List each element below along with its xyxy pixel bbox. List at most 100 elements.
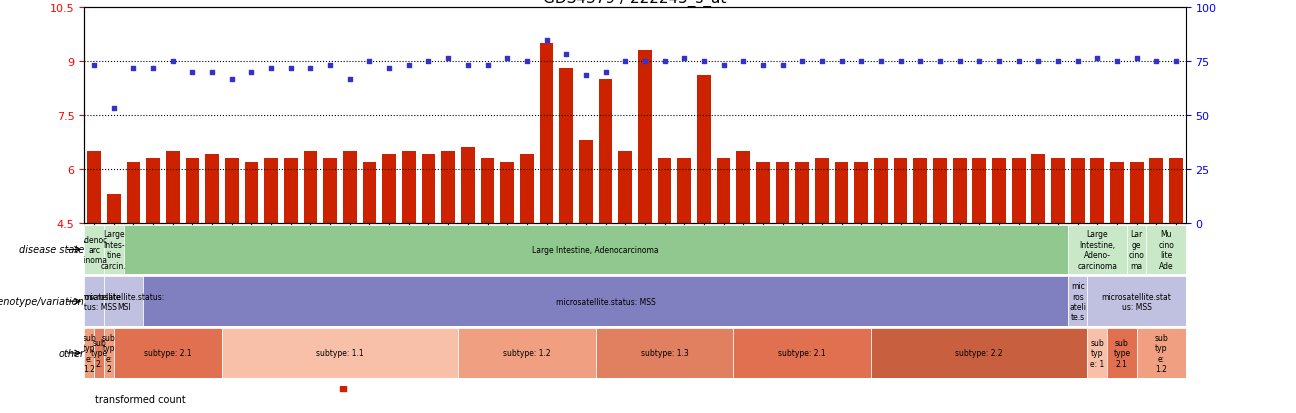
Point (713, 62, 734, 69)
FancyBboxPatch shape (1087, 328, 1107, 378)
Point (222, 76, 242, 83)
Text: sub
type
2.1: sub type 2.1 (1113, 338, 1130, 368)
Text: disease state: disease state (19, 245, 84, 255)
Bar (185, 159, 200, 223)
Bar (205, 155, 219, 223)
Point (732, 59, 753, 65)
Title: GDS4379 / 222245_s_at: GDS4379 / 222245_s_at (543, 0, 727, 7)
Bar (166, 152, 180, 223)
Point (595, 69, 616, 76)
Bar (402, 152, 416, 223)
Point (537, 37, 557, 44)
FancyBboxPatch shape (1137, 328, 1186, 378)
Point (457, 62, 478, 69)
Bar (1051, 159, 1065, 223)
Point (831, 59, 851, 65)
Point (419, 59, 439, 65)
Text: genotype/variation: genotype/variation (0, 297, 84, 306)
Point (398, 62, 419, 69)
Bar (579, 141, 592, 223)
Bar (106, 195, 121, 223)
Text: Mu
cino
lite
Ade: Mu cino lite Ade (1159, 230, 1174, 270)
Bar (303, 152, 318, 223)
Point (969, 59, 990, 65)
Bar (815, 159, 829, 223)
Point (871, 59, 892, 65)
Text: Large
Intestine,
Adeno-
carcinoma: Large Intestine, Adeno- carcinoma (1077, 230, 1117, 270)
Point (280, 66, 301, 72)
Text: subtype: 2.1: subtype: 2.1 (144, 349, 192, 358)
Point (674, 55, 695, 62)
Point (181, 69, 202, 76)
Point (1008, 59, 1029, 65)
Point (496, 55, 517, 62)
Point (333, 385, 354, 392)
Point (260, 66, 281, 72)
Point (1047, 59, 1068, 65)
Text: Large Intestine, Adenocarcinoma: Large Intestine, Adenocarcinoma (533, 245, 658, 254)
FancyBboxPatch shape (1087, 277, 1186, 326)
Bar (657, 159, 671, 223)
Bar (1111, 162, 1124, 223)
Bar (854, 162, 868, 223)
Point (202, 69, 223, 76)
Bar (87, 152, 101, 223)
Point (1028, 59, 1048, 65)
Bar (226, 159, 238, 223)
Text: subtype: 1.2: subtype: 1.2 (503, 349, 551, 358)
Point (517, 59, 538, 65)
FancyBboxPatch shape (95, 328, 104, 378)
Bar (1012, 159, 1025, 223)
Text: sub
typ
e:
1.2: sub typ e: 1.2 (82, 333, 96, 373)
Text: Adenoc
arc
cinoma: Adenoc arc cinoma (80, 235, 108, 265)
Bar (441, 152, 455, 223)
Bar (678, 159, 691, 223)
Point (320, 62, 341, 69)
Bar (1032, 155, 1045, 223)
Point (104, 105, 124, 112)
Text: Lar
ge
cino
ma: Lar ge cino ma (1129, 230, 1144, 270)
Bar (835, 162, 849, 223)
Point (1126, 55, 1147, 62)
Text: transformed count: transformed count (95, 394, 185, 404)
Point (792, 59, 813, 65)
FancyBboxPatch shape (871, 328, 1087, 378)
Text: microsatellite
status: MSS: microsatellite status: MSS (67, 292, 121, 311)
Bar (146, 159, 159, 223)
FancyBboxPatch shape (104, 225, 123, 275)
Bar (127, 162, 140, 223)
Bar (874, 159, 888, 223)
FancyBboxPatch shape (144, 277, 1068, 326)
Bar (972, 159, 986, 223)
FancyBboxPatch shape (596, 328, 734, 378)
FancyBboxPatch shape (457, 328, 596, 378)
Bar (481, 159, 494, 223)
Point (340, 76, 360, 83)
Bar (894, 159, 907, 223)
FancyBboxPatch shape (734, 328, 871, 378)
Bar (756, 162, 770, 223)
Text: subtype: 2.2: subtype: 2.2 (955, 349, 1003, 358)
FancyBboxPatch shape (1107, 328, 1137, 378)
Bar (953, 159, 967, 223)
Point (123, 66, 144, 72)
Bar (343, 152, 356, 223)
FancyBboxPatch shape (222, 328, 457, 378)
Bar (796, 162, 809, 223)
FancyBboxPatch shape (114, 328, 222, 378)
Text: sub
typ
e:
2: sub typ e: 2 (102, 333, 115, 373)
Text: microsatellite.stat
us: MSS: microsatellite.stat us: MSS (1102, 292, 1172, 311)
Bar (382, 155, 397, 223)
Bar (1130, 162, 1143, 223)
Bar (1070, 159, 1085, 223)
Bar (1150, 159, 1164, 223)
Point (851, 59, 872, 65)
FancyBboxPatch shape (1147, 225, 1186, 275)
Point (378, 66, 399, 72)
FancyBboxPatch shape (123, 225, 1068, 275)
FancyBboxPatch shape (1068, 225, 1126, 275)
Point (910, 59, 931, 65)
Text: subtype: 2.1: subtype: 2.1 (779, 349, 826, 358)
Point (1087, 55, 1108, 62)
Text: other: other (58, 348, 84, 358)
